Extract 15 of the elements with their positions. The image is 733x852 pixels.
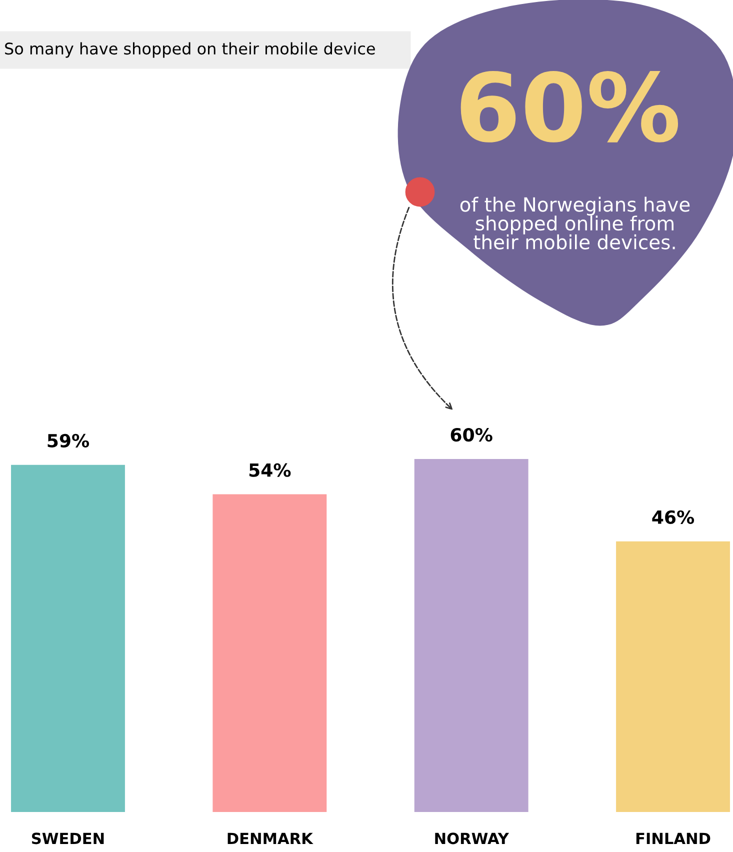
bar: [11, 464, 125, 812]
data-label: 60%: [450, 428, 492, 442]
bar: [414, 459, 528, 812]
text: 60%: [460, 70, 678, 142]
bar: [616, 541, 730, 812]
text: of the Norwegians have shopped online from their mobile devices.: [460, 196, 690, 250]
x-tick-label: FINLAND: [636, 832, 710, 844]
x-tick-label: DENMARK: [228, 832, 314, 844]
bar: [212, 494, 327, 812]
x-tick-label: NORWAY: [435, 832, 510, 844]
data-label: 54%: [249, 463, 291, 477]
data-label: 59%: [48, 434, 90, 448]
data-label: 46%: [652, 510, 694, 524]
x-tick-label: SWEDEN: [32, 832, 104, 844]
chart-title: So many have shopped on their mobile device: [5, 42, 375, 58]
